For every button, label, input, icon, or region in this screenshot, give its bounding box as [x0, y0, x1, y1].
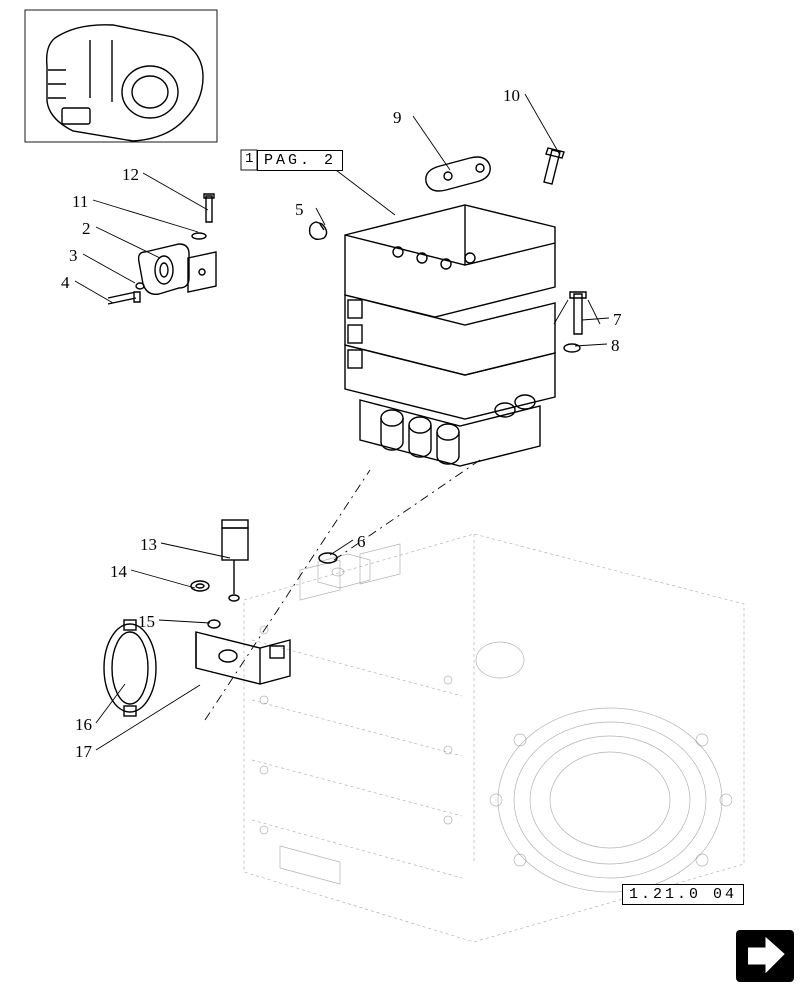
- bracket-assembly: [108, 194, 216, 304]
- axis-1: [334, 460, 480, 560]
- callout-13: 13: [140, 535, 157, 555]
- callout-2: 2: [82, 219, 91, 239]
- ref-prefix-1-label: 1: [245, 151, 253, 167]
- callout-15: 15: [138, 612, 155, 632]
- callout-7: 7: [613, 310, 622, 330]
- context-housing-icon: [47, 25, 203, 141]
- solenoid-assembly: [191, 520, 290, 684]
- callout-8: 8: [611, 336, 620, 356]
- bolt-7-8: [554, 292, 600, 352]
- leader-lines: [75, 94, 609, 750]
- callout-11: 11: [72, 192, 88, 212]
- ref-box-housing: 1.21.0 04: [622, 884, 744, 905]
- diagram-svg: [0, 0, 812, 1000]
- flange-9-10: [426, 148, 564, 191]
- ref-box-pag2: PAG. 2: [257, 150, 343, 171]
- valve-block-assembly: [345, 205, 555, 466]
- next-arrow-icon[interactable]: [736, 930, 794, 982]
- rear-housing-ghost: [244, 534, 744, 942]
- callout-3: 3: [69, 246, 78, 266]
- callout-10: 10: [503, 86, 520, 106]
- diagram-canvas: 10 9 12 11 23 4 5 7 8 13 14 15 6 16 17 PAG. 2 1 1.21.0…: [0, 0, 812, 1000]
- axis-2: [205, 470, 370, 720]
- callout-14: 14: [110, 562, 127, 582]
- callout-5: 5: [295, 200, 304, 220]
- context-frame: [25, 10, 217, 142]
- item-5-clip: [310, 222, 327, 239]
- callout-6: 6: [357, 532, 366, 552]
- callout-17: 17: [75, 742, 92, 762]
- callout-4: 4: [61, 273, 70, 293]
- callout-16: 16: [75, 715, 92, 735]
- callout-12: 12: [122, 165, 139, 185]
- callout-9: 9: [393, 108, 402, 128]
